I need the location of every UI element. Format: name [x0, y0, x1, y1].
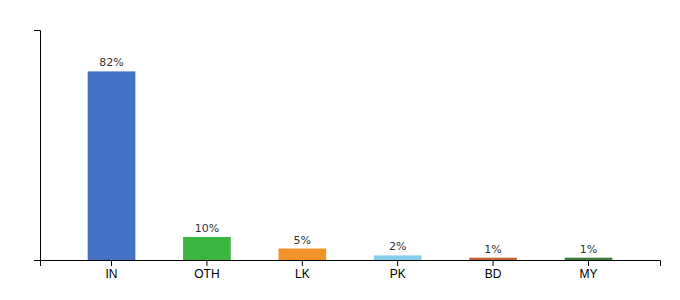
data-label: 5%	[294, 234, 311, 247]
x-axis-line	[41, 261, 661, 267]
x-tick-label: MY	[579, 267, 597, 281]
x-tick: BD	[485, 260, 502, 281]
bar	[278, 249, 326, 261]
x-tick: MY	[579, 260, 597, 281]
x-tick-label: LK	[295, 267, 310, 281]
bar	[374, 255, 422, 260]
data-label: 82%	[99, 56, 123, 69]
x-tick-label: PK	[390, 267, 406, 281]
y-axis-line	[34, 31, 41, 261]
x-axis: IN OTH LK PK BD MY	[41, 260, 661, 281]
data-labels: 82% 10% 5% 2% 1% 1%	[99, 56, 597, 255]
x-tick: OTH	[194, 260, 219, 281]
chart: 82% 10% 5% 2% 1% 1% IN OTH LK PK BD MY	[0, 0, 680, 300]
bars	[88, 71, 613, 260]
x-tick: LK	[295, 260, 310, 281]
x-tick-label: IN	[106, 267, 118, 281]
x-tick-mark	[588, 260, 589, 266]
data-label: 10%	[195, 222, 219, 235]
x-tick-label: BD	[485, 267, 502, 281]
data-label: 1%	[580, 243, 597, 256]
x-tick: IN	[106, 260, 118, 281]
data-label: 2%	[389, 240, 406, 253]
x-tick-mark	[397, 260, 398, 266]
x-tick-label: OTH	[194, 267, 219, 281]
x-tick-mark	[302, 260, 303, 266]
x-tick-mark	[206, 260, 207, 266]
plot: 82% 10% 5% 2% 1% 1% IN OTH LK PK BD MY	[34, 31, 661, 281]
x-tick: PK	[390, 260, 406, 281]
bar	[469, 258, 517, 260]
bar	[183, 237, 231, 260]
x-tick-mark	[111, 260, 112, 266]
x-tick-mark	[493, 260, 494, 266]
bar	[88, 71, 136, 260]
y-axis	[34, 31, 41, 261]
bar	[565, 258, 613, 260]
data-label: 1%	[484, 243, 501, 256]
